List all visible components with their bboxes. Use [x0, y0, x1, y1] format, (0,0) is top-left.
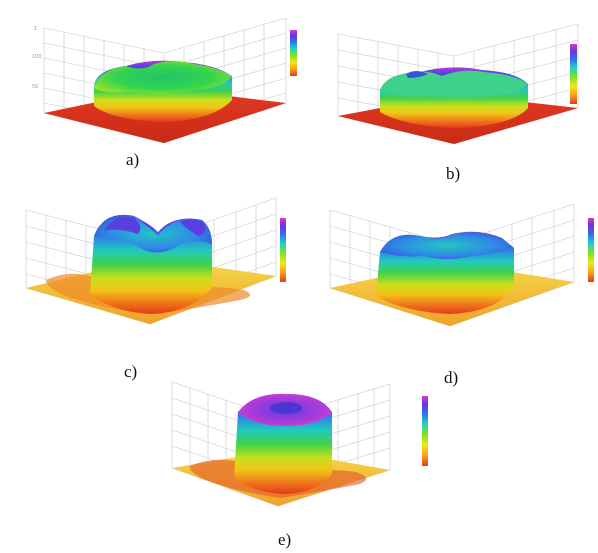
surface-top-d [380, 232, 514, 259]
panel-d: d) [316, 196, 598, 387]
colorbar-e [422, 396, 428, 466]
panel-a: 1 100 50 a) [14, 8, 304, 169]
panel-c: c) [8, 196, 298, 381]
colorbar-b [570, 44, 577, 104]
surface-plot-d [329, 203, 594, 327]
surface-top-a [94, 61, 232, 94]
surface-crater-e [270, 402, 302, 414]
surface-peak-b [406, 71, 428, 78]
surface-peak-c-2 [180, 219, 206, 236]
panel-e: e) [160, 370, 450, 549]
surface-peak-c-1 [104, 216, 141, 234]
panel-label-a: a) [126, 150, 140, 169]
surface-plot-c [25, 197, 286, 325]
panel-label-d: d) [444, 368, 459, 387]
panel-label-e: e) [278, 530, 292, 549]
surface-plot-a: 1 100 50 [32, 17, 297, 144]
panel-label-c: c) [124, 362, 138, 381]
svg-text:50: 50 [32, 84, 38, 90]
colorbar-a [290, 30, 297, 76]
tick-labels-a: 1 100 50 [32, 26, 42, 90]
panel-b: b) [316, 16, 598, 183]
surface-plot-e [171, 381, 428, 507]
colorbar-c [280, 218, 286, 282]
surface-top-b [380, 70, 528, 98]
surface-plot-b [337, 23, 579, 145]
panel-label-b: b) [446, 164, 461, 183]
svg-text:100: 100 [32, 54, 42, 60]
svg-text:1: 1 [34, 26, 37, 32]
colorbar-d [588, 218, 594, 282]
